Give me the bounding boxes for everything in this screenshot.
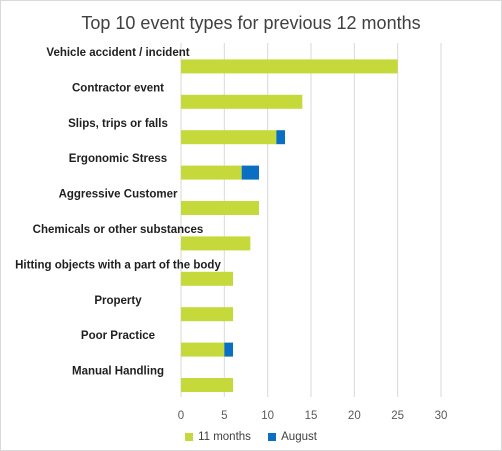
category-label-8: Poor Practice [81, 330, 155, 342]
category-label-0: Vehicle accident / incident [46, 47, 189, 59]
chart-title: Top 10 event types for previous 12 month… [81, 13, 421, 33]
legend-label-11-months: 11 months [198, 431, 251, 443]
x-tick-label-25: 25 [391, 410, 404, 422]
category-label-1: Contractor event [72, 82, 164, 94]
x-tick-label-15: 15 [305, 410, 318, 422]
bar-11-months-1 [181, 94, 303, 109]
x-tick-label-20: 20 [348, 410, 361, 422]
x-tick-label-10: 10 [261, 410, 274, 422]
legend-item-11-months: 11 months [185, 431, 251, 443]
bar-11-months-7 [181, 307, 233, 322]
category-label-2: Slips, trips or falls [68, 118, 168, 130]
bar-august-8 [224, 342, 233, 357]
bar-11-months-6 [181, 271, 233, 286]
bar-11-months-0 [181, 59, 398, 74]
category-label-9: Manual Handling [72, 366, 164, 378]
bar-11-months-5 [181, 236, 251, 251]
legend-swatch-august [268, 433, 277, 441]
bar-11-months-9 [181, 378, 233, 392]
bar-11-months-3 [181, 165, 242, 180]
bar-11-months-4 [181, 201, 259, 215]
chart-legend: 11 months August [1, 431, 501, 444]
legend-label-august: August [281, 431, 317, 443]
category-label-7: Property [94, 295, 142, 307]
category-label-5: Chemicals or other substances [33, 224, 204, 236]
x-tick-label-5: 5 [221, 410, 227, 422]
x-tick-label-30: 30 [435, 410, 448, 422]
bar-august-3 [241, 165, 259, 180]
legend-item-august: August [268, 431, 317, 443]
bar-11-months-2 [181, 130, 277, 145]
bar-11-months-8 [181, 342, 225, 357]
x-tick-label-0: 0 [178, 410, 184, 422]
category-label-3: Ergonomic Stress [69, 153, 167, 165]
legend-swatch-11-months [185, 433, 194, 441]
bar-august-2 [276, 130, 285, 145]
category-label-6: Hitting objects with a part of the body [15, 259, 221, 271]
category-label-4: Aggressive Customer [59, 189, 178, 201]
